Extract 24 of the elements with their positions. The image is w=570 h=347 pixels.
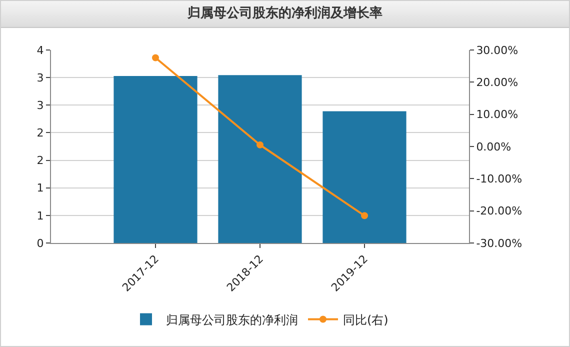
y-tick-label: 1: [36, 209, 44, 222]
chart-title: 归属母公司股东的净利润及增长率: [1, 1, 569, 28]
bar: [114, 76, 198, 243]
y2-tick-label: 20.00%: [476, 76, 518, 90]
y2-tick-label: -20.00%: [476, 204, 522, 218]
point: [361, 212, 368, 220]
point: [256, 141, 264, 148]
y2-tick-label: 0.00%: [476, 140, 512, 154]
bar: [322, 111, 406, 243]
legend-label: 归属母公司股东的净利润: [166, 312, 298, 327]
y-tick-label: 3: [36, 71, 44, 84]
y2-tick-label: 10.00%: [476, 108, 518, 122]
y-tick-label: 3: [36, 99, 44, 112]
y-tick-label: 2: [36, 154, 44, 168]
y2-tick-label: 30.00%: [476, 44, 518, 57]
legend-label: 同比(右): [343, 312, 388, 327]
y-tick-label: 4: [36, 44, 44, 57]
y-tick-label: 0: [36, 236, 44, 250]
bar: [218, 75, 302, 243]
y-tick-label: 1: [36, 182, 44, 195]
y2-tick-label: -30.00%: [476, 236, 522, 250]
point: [152, 54, 159, 62]
y-tick-label: 2: [36, 126, 44, 140]
y2-tick-label: -10.00%: [476, 172, 522, 186]
